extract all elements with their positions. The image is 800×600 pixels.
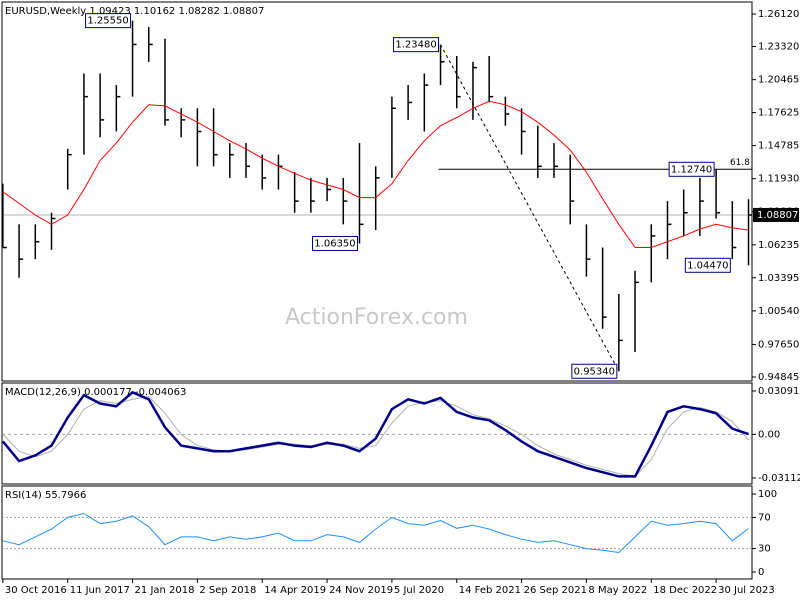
y-tick-label: 1.06235: [758, 240, 799, 251]
y-tick-label: 70: [758, 512, 771, 523]
price-pane-frame: [1, 1, 753, 382]
annotation-label: 1.23480: [395, 40, 436, 51]
annotation-box: [668, 161, 715, 177]
macd-main: [1, 390, 749, 478]
y-tick-label: 1.20465: [758, 75, 799, 86]
annotation-box: [85, 13, 132, 29]
x-tick-label: 24 Nov 2019: [329, 585, 393, 596]
y-tick-label: 30: [758, 544, 771, 555]
macd-signal: [2, 395, 749, 477]
annotation-label: 1.04470: [687, 260, 728, 271]
x-tick-label: 21 Jan 2018: [135, 585, 195, 596]
y-tick-label: -0.031124: [758, 473, 800, 484]
annotation-box: [393, 37, 440, 53]
watermark: ActionForex.com: [285, 305, 468, 330]
y-tick-label: 100: [758, 489, 777, 500]
current-price-label: 1.08807: [757, 210, 798, 221]
y-tick-label: 0.97650: [758, 339, 799, 350]
annotation-box: [571, 363, 618, 379]
y-tick-label: 0.94845: [758, 372, 799, 383]
y-tick-label: 1.23320: [758, 42, 799, 53]
x-tick-label: 30 Jul 2023: [718, 585, 775, 596]
annotation-label: 1.12740: [671, 164, 712, 175]
x-tick-label: 14 Feb 2021: [459, 585, 521, 596]
annotation-label: 1.25550: [87, 16, 128, 27]
macd-pane-frame: [1, 382, 753, 485]
x-tick-label: 14 Apr 2019: [264, 585, 326, 596]
y-tick-label: 0: [758, 567, 764, 578]
x-tick-label: 26 Sep 2021: [524, 585, 587, 596]
rsi-pane-frame: [1, 485, 753, 580]
y-tick-label: 0.030916: [758, 386, 800, 397]
x-tick-label: 30 Oct 2016: [5, 585, 67, 596]
moving-average: [2, 100, 749, 248]
rsi-line: [2, 512, 749, 554]
x-tick-label: 18 Dec 2022: [653, 585, 717, 596]
fib-label: 61.8: [730, 158, 750, 168]
annotation-box: [684, 257, 731, 273]
x-tick-label: 11 Jun 2017: [70, 585, 130, 596]
y-tick-label: 1.00540: [758, 306, 799, 317]
annotation-label: 1.06350: [314, 238, 355, 249]
y-tick-label: 1.26120: [758, 9, 799, 20]
annotation-box: [311, 235, 358, 251]
current-price-box: [753, 207, 799, 222]
x-tick-label: 5 Jul 2020: [394, 585, 444, 596]
y-tick-label: 1.14785: [758, 141, 799, 152]
y-tick-label: 1.03395: [758, 273, 799, 284]
price-title: EURUSD,Weekly 1.09423 1.10162 1.08282 1.…: [5, 6, 264, 17]
x-tick-label: 8 May 2022: [588, 585, 647, 596]
annotation-label: 0.95340: [574, 366, 615, 377]
y-tick-label: 1.11930: [758, 174, 799, 185]
trendline: [440, 44, 620, 372]
x-tick-label: 2 Sep 2018: [199, 585, 256, 596]
rsi-title: RSI(14) 55.7966: [5, 490, 86, 501]
macd-title: MACD(12,26,9) 0.000177 -0.004063: [5, 387, 186, 398]
y-tick-label: 0.00: [758, 429, 780, 440]
y-tick-label: 1.17625: [758, 108, 799, 119]
